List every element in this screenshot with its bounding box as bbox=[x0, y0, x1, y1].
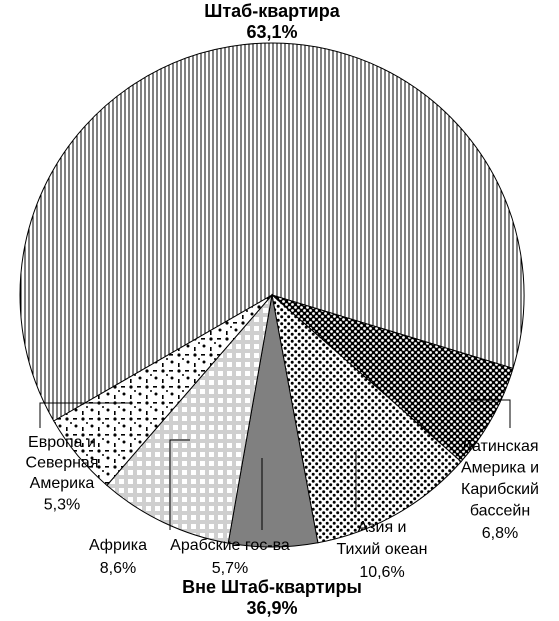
slice-value: 8,6% bbox=[100, 560, 136, 577]
group-label: Вне Штаб-квартиры bbox=[182, 577, 362, 597]
slice-label: Тихий океан bbox=[336, 541, 427, 558]
leader-line bbox=[169, 439, 190, 530]
slice-value: 6,8% bbox=[482, 525, 518, 542]
slice-value: 5,3% bbox=[44, 497, 80, 514]
slice-value: 5,7% bbox=[212, 560, 248, 577]
slice-label: Северная bbox=[26, 455, 99, 472]
slice-label: Азия и bbox=[358, 519, 407, 536]
pie-slice bbox=[106, 293, 273, 544]
slice-label: Европа и bbox=[28, 434, 96, 451]
pie-slice bbox=[19, 42, 525, 422]
slice-label: Арабские гос-ва bbox=[170, 537, 290, 554]
pie-slice bbox=[53, 294, 273, 487]
pie-slice bbox=[271, 294, 514, 463]
slice-value: 63,1% bbox=[246, 22, 297, 42]
slice-label: Штаб-квартира bbox=[204, 1, 341, 21]
pie-slice bbox=[271, 293, 462, 544]
slice-label: Карибский bbox=[461, 481, 539, 498]
slice-label: Африка bbox=[89, 537, 147, 554]
slice-label: Америка bbox=[30, 475, 95, 492]
group-value: 36,9% bbox=[246, 598, 297, 618]
slice-label: Латинская bbox=[461, 438, 538, 455]
slice-value: 10,6% bbox=[359, 564, 404, 581]
slice-label: Америка и bbox=[461, 460, 539, 477]
leader-line bbox=[470, 399, 511, 428]
leader-line bbox=[39, 402, 132, 428]
slice-label: бассейн bbox=[470, 503, 530, 520]
